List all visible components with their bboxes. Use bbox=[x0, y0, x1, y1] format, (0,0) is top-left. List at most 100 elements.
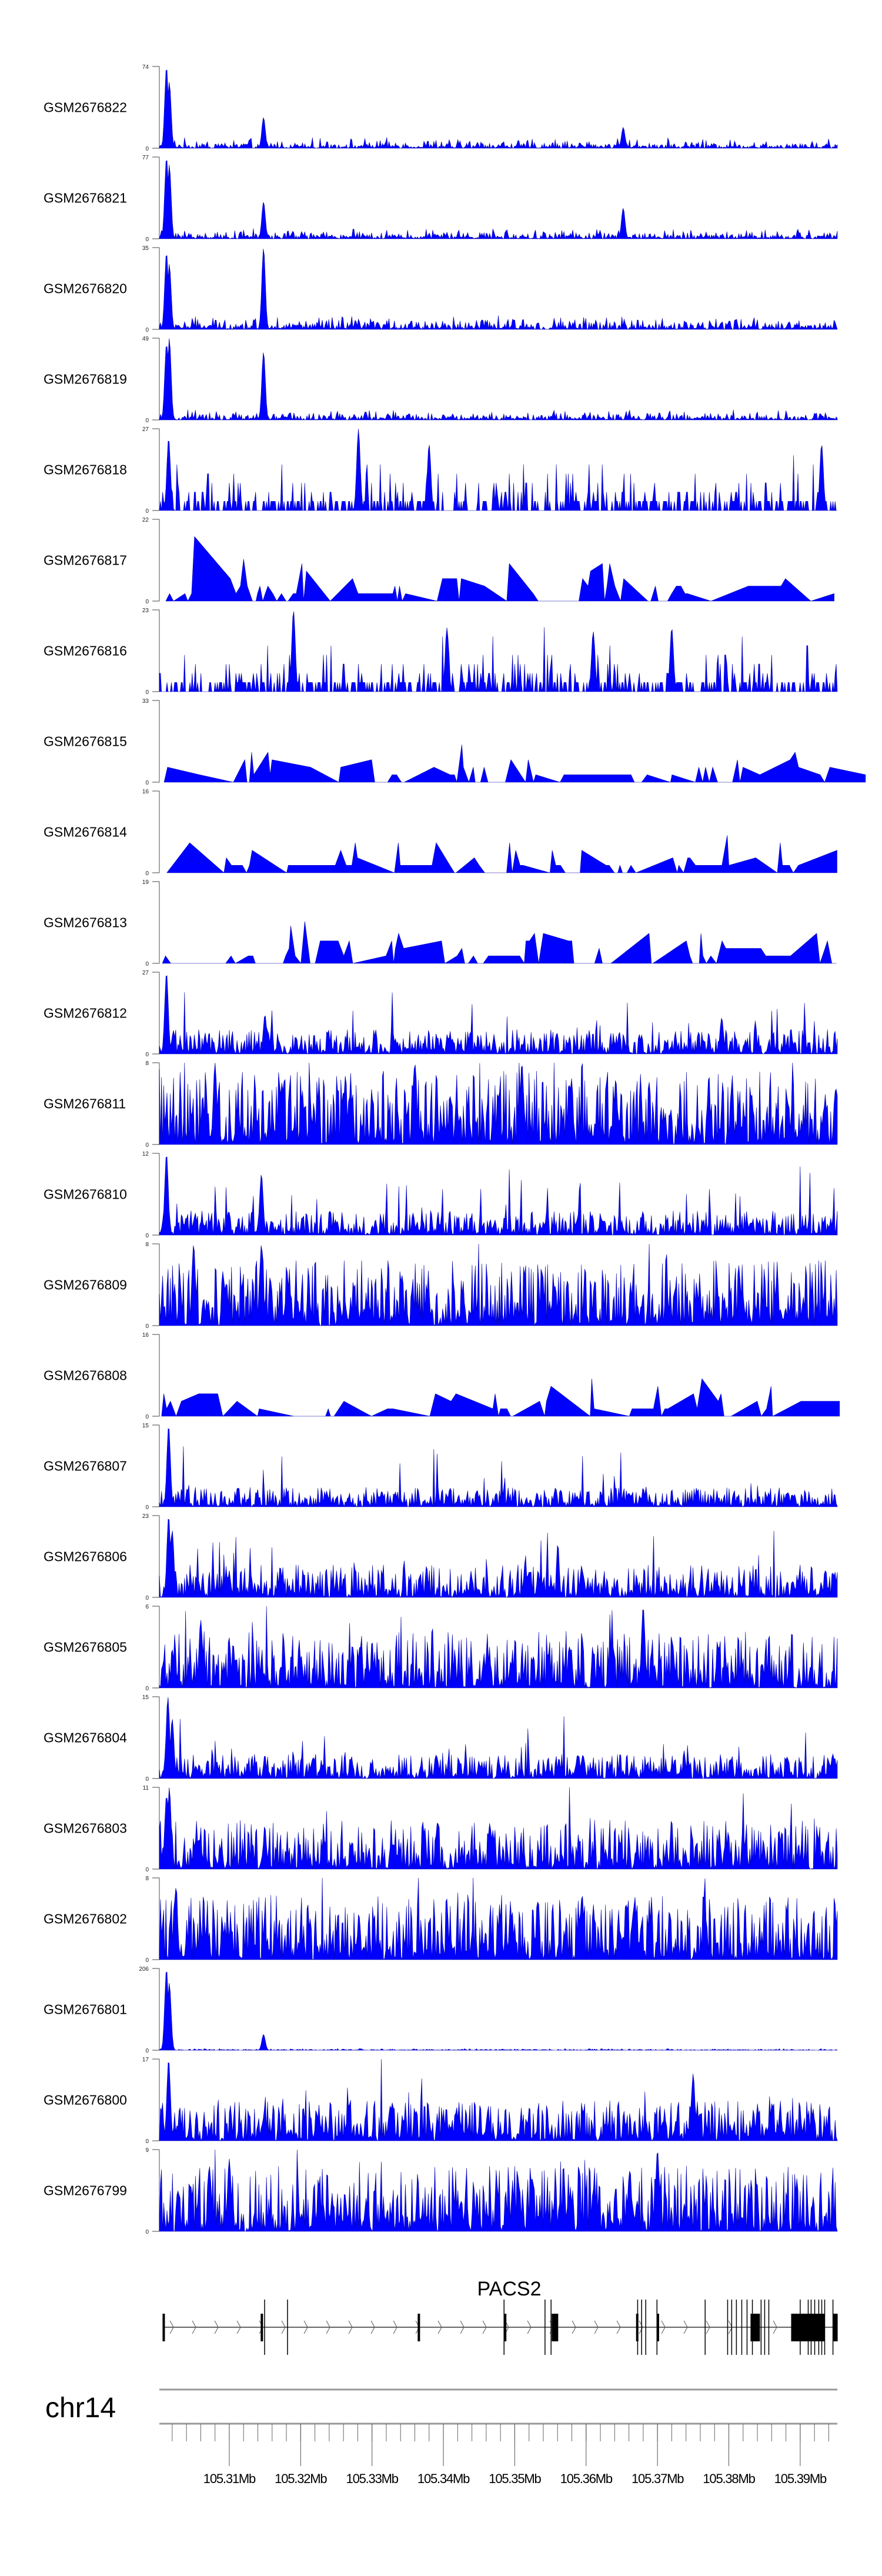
strand-arrow-icon bbox=[192, 2320, 196, 2334]
data-tracks: GSM2676822740GSM2676821770GSM2676820350G… bbox=[44, 64, 866, 2235]
track-label: GSM2676803 bbox=[44, 1821, 127, 1836]
y-tick-label-max: 12 bbox=[142, 1151, 149, 1157]
strand-arrow-icon bbox=[169, 2320, 174, 2334]
y-tick-label-min: 0 bbox=[145, 689, 149, 696]
y-tick-label-min: 0 bbox=[145, 1595, 149, 1601]
track-GSM2676813: GSM2676813 19 0 bbox=[44, 879, 837, 967]
track-GSM2676807: GSM2676807 15 0 bbox=[44, 1423, 838, 1511]
coverage-area-GSM2676807 bbox=[159, 1428, 838, 1508]
track-GSM2676800: GSM2676800 17 0 bbox=[44, 2057, 838, 2145]
track-label: GSM2676806 bbox=[44, 1549, 127, 1564]
y-tick-label-max: 19 bbox=[142, 879, 149, 886]
strand-arrow-icon bbox=[437, 2320, 442, 2334]
coverage-area-GSM2676819 bbox=[159, 338, 838, 421]
track-label: GSM2676816 bbox=[44, 643, 127, 659]
track-GSM2676805: GSM2676805 6 0 bbox=[44, 1604, 838, 1692]
track-label: GSM2676817 bbox=[44, 553, 127, 568]
track-label: GSM2676799 bbox=[44, 2183, 127, 2198]
coverage-area-GSM2676815 bbox=[163, 745, 866, 783]
coverage-area-GSM2676804 bbox=[159, 1697, 838, 1779]
strand-arrow-icon bbox=[326, 2320, 330, 2334]
track-GSM2676822: GSM2676822 74 0 bbox=[44, 64, 838, 152]
coverage-area-GSM2676821 bbox=[159, 160, 838, 239]
y-tick-label-min: 0 bbox=[145, 2048, 149, 2054]
strand-arrow-icon bbox=[214, 2320, 219, 2334]
strand-arrow-icon bbox=[527, 2320, 532, 2334]
strand-arrow-icon bbox=[393, 2320, 397, 2334]
y-tick-label-min: 0 bbox=[145, 1867, 149, 1873]
exon bbox=[417, 2314, 420, 2341]
strand-arrow-icon bbox=[460, 2320, 465, 2334]
track-GSM2676819: GSM2676819 49 0 bbox=[44, 336, 838, 424]
coverage-area-GSM2676810 bbox=[159, 1156, 838, 1236]
y-tick-label-max: 17 bbox=[142, 2057, 149, 2063]
track-label: GSM2676807 bbox=[44, 1459, 127, 1474]
y-tick-label-min: 0 bbox=[145, 508, 149, 515]
y-tick-label-min: 0 bbox=[145, 418, 149, 424]
y-tick-label-max: 49 bbox=[142, 336, 149, 342]
strand-arrow-icon bbox=[572, 2320, 576, 2334]
y-tick-label-min: 0 bbox=[145, 2138, 149, 2145]
track-label: GSM2676820 bbox=[44, 281, 127, 296]
strand-arrow-icon bbox=[482, 2320, 487, 2334]
strand-arrow-icon bbox=[706, 2320, 710, 2334]
y-tick-label-min: 0 bbox=[145, 1142, 149, 1149]
coverage-area-GSM2676802 bbox=[159, 1877, 838, 1960]
y-tick-label-min: 0 bbox=[145, 327, 149, 333]
track-label: GSM2676821 bbox=[44, 191, 127, 206]
track-GSM2676818: GSM2676818 27 0 bbox=[44, 426, 837, 515]
y-tick-label-max: 74 bbox=[142, 64, 149, 71]
track-GSM2676799: GSM2676799 9 0 bbox=[44, 2147, 838, 2235]
y-tick-label-max: 23 bbox=[142, 608, 149, 614]
gene-track: PACS2 bbox=[162, 2278, 838, 2355]
y-tick-label-max: 27 bbox=[142, 970, 149, 976]
major-tick-label: 105.34Mb bbox=[417, 2471, 470, 2486]
major-tick-label: 105.36Mb bbox=[560, 2471, 613, 2486]
coverage-area-GSM2676818 bbox=[159, 429, 837, 511]
track-GSM2676809: GSM2676809 8 0 bbox=[44, 1242, 838, 1330]
y-tick-label-max: 8 bbox=[145, 1060, 149, 1067]
y-tick-label-max: 27 bbox=[142, 426, 149, 433]
major-tick-label: 105.31Mb bbox=[203, 2471, 256, 2486]
track-label: GSM2676804 bbox=[44, 1730, 127, 1746]
y-tick-label-min: 0 bbox=[145, 1957, 149, 1964]
track-GSM2676821: GSM2676821 77 0 bbox=[44, 155, 838, 243]
y-tick-label-min: 0 bbox=[145, 1052, 149, 1058]
track-label: GSM2676801 bbox=[44, 2002, 127, 2017]
track-GSM2676814: GSM2676814 16 0 bbox=[44, 789, 837, 877]
track-label: GSM2676819 bbox=[44, 372, 127, 387]
track-label: GSM2676811 bbox=[44, 1096, 126, 1112]
track-label: GSM2676805 bbox=[44, 1640, 127, 1655]
exon bbox=[504, 2314, 507, 2341]
exon bbox=[833, 2314, 838, 2341]
coverage-area-GSM2676800 bbox=[159, 2059, 838, 2141]
major-tick-label: 105.39Mb bbox=[774, 2471, 827, 2486]
track-label: GSM2676800 bbox=[44, 2093, 127, 2108]
y-tick-label-max: 22 bbox=[142, 517, 149, 523]
track-label: GSM2676810 bbox=[44, 1187, 127, 1202]
y-tick-label-max: 35 bbox=[142, 245, 149, 252]
track-GSM2676815: GSM2676815 33 0 bbox=[44, 698, 866, 786]
y-tick-label-min: 0 bbox=[145, 1323, 149, 1330]
track-label: GSM2676822 bbox=[44, 100, 127, 115]
coverage-area-GSM2676812 bbox=[159, 975, 838, 1055]
exon bbox=[162, 2314, 165, 2341]
track-label: GSM2676802 bbox=[44, 1911, 127, 1927]
y-tick-label-min: 0 bbox=[145, 146, 149, 152]
y-tick-label-max: 8 bbox=[145, 1242, 149, 1248]
y-tick-label-max: 11 bbox=[143, 1785, 149, 1791]
y-tick-label-min: 0 bbox=[145, 236, 149, 243]
major-tick-label: 105.32Mb bbox=[275, 2471, 327, 2486]
y-tick-label-max: 206 bbox=[139, 1966, 149, 1973]
y-tick-label-max: 23 bbox=[142, 1513, 149, 1520]
exon bbox=[656, 2314, 659, 2341]
track-label: GSM2676808 bbox=[44, 1368, 127, 1383]
exon bbox=[750, 2314, 760, 2341]
y-tick-label-max: 16 bbox=[142, 1332, 149, 1339]
coverage-area-GSM2676809 bbox=[159, 1243, 838, 1326]
track-label: GSM2676815 bbox=[44, 734, 127, 749]
y-tick-label-max: 77 bbox=[142, 155, 149, 161]
coverage-area-GSM2676813 bbox=[162, 921, 837, 964]
strand-arrow-icon bbox=[661, 2320, 666, 2334]
